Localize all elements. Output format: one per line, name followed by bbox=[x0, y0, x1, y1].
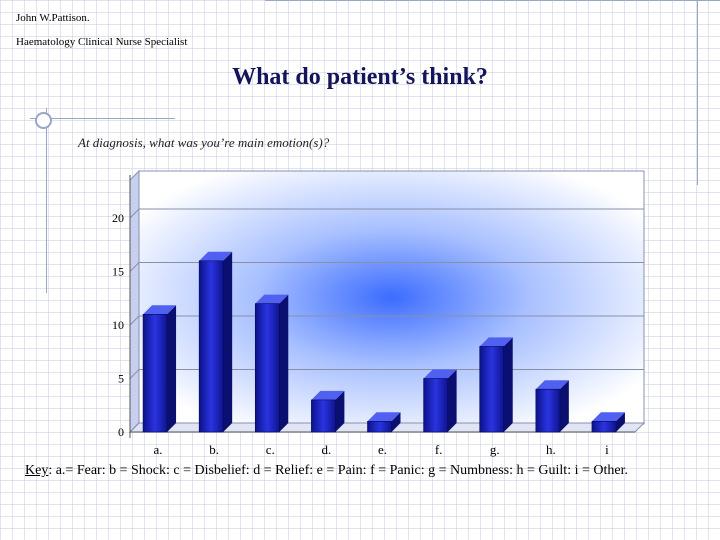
x-category-label: d. bbox=[322, 442, 332, 457]
bar-side bbox=[503, 337, 513, 432]
bar bbox=[591, 412, 625, 433]
x-category-label: g. bbox=[490, 442, 500, 457]
bar-front bbox=[367, 420, 392, 433]
author-name: John W.Pattison. bbox=[16, 12, 90, 24]
bar-top bbox=[479, 337, 513, 347]
x-category-label: b. bbox=[209, 442, 219, 457]
gridline-diagonal bbox=[129, 422, 140, 433]
bar-top bbox=[255, 294, 289, 304]
right-rule bbox=[697, 0, 698, 185]
bar-top bbox=[311, 390, 345, 400]
x-category-label: f. bbox=[435, 442, 443, 457]
bar bbox=[254, 294, 289, 433]
bullet-circle-icon bbox=[35, 112, 52, 129]
y-tick-label: 0 bbox=[118, 425, 124, 439]
key-label: Key bbox=[25, 463, 49, 478]
key-legend-text: Key: a.= Fear: b = Shock: c = Disbelief:… bbox=[25, 461, 700, 481]
bar-top bbox=[367, 412, 401, 422]
bar-top bbox=[535, 380, 569, 390]
slide-title: What do patient’s think? bbox=[232, 64, 488, 90]
x-category-label: h. bbox=[546, 442, 556, 457]
y-tick-label: 5 bbox=[118, 372, 124, 386]
x-category-label: a. bbox=[154, 442, 163, 457]
y-tick-label: 20 bbox=[112, 211, 124, 225]
y-tick-label: 10 bbox=[112, 318, 124, 332]
bar-side bbox=[447, 369, 457, 432]
x-category-label: i bbox=[605, 442, 609, 457]
bar-top bbox=[591, 412, 625, 422]
bar-front bbox=[479, 346, 505, 433]
bar bbox=[311, 390, 345, 433]
bar-front bbox=[142, 314, 168, 433]
gridline-diagonal bbox=[129, 262, 140, 272]
gridline-diagonal bbox=[129, 208, 140, 219]
bar-side bbox=[391, 412, 401, 432]
bar bbox=[479, 337, 513, 433]
x-category-label: e. bbox=[378, 442, 387, 457]
bar-side bbox=[223, 251, 233, 432]
x-category-label: c. bbox=[266, 442, 275, 457]
bar-side bbox=[335, 390, 345, 432]
gridline-diagonal bbox=[129, 315, 140, 326]
left-vertical-rule bbox=[46, 108, 47, 293]
emotion-bar-chart: 0 5 10 15 20 a. b. c. d. e. f. g. h. i bbox=[112, 169, 646, 457]
bar bbox=[535, 380, 569, 433]
bar-top bbox=[143, 305, 177, 315]
bar-front bbox=[311, 399, 336, 433]
bar-front bbox=[591, 420, 617, 433]
bar-front bbox=[198, 260, 224, 433]
key-definitions: : a.= Fear: b = Shock: c = Disbelief: d … bbox=[48, 463, 628, 478]
bar-top bbox=[423, 369, 457, 379]
bar bbox=[423, 369, 457, 433]
bar-side bbox=[559, 380, 569, 432]
author-role: Haematology Clinical Nurse Specialist bbox=[16, 36, 188, 48]
bar bbox=[367, 412, 401, 433]
bar-side bbox=[167, 305, 177, 432]
gridline-diagonal bbox=[129, 369, 140, 379]
bar bbox=[198, 251, 233, 433]
bar-top bbox=[199, 251, 233, 261]
bar-front bbox=[254, 303, 280, 433]
left-horizontal-rule bbox=[30, 118, 175, 119]
bar-front bbox=[423, 378, 448, 433]
y-tick-label: 15 bbox=[112, 265, 124, 279]
bar bbox=[142, 305, 177, 433]
bar-side bbox=[615, 412, 625, 432]
top-rule bbox=[265, 0, 720, 1]
survey-question: At diagnosis, what was you’re main emoti… bbox=[78, 135, 330, 150]
bar-front bbox=[535, 388, 561, 433]
bar-side bbox=[279, 294, 289, 432]
